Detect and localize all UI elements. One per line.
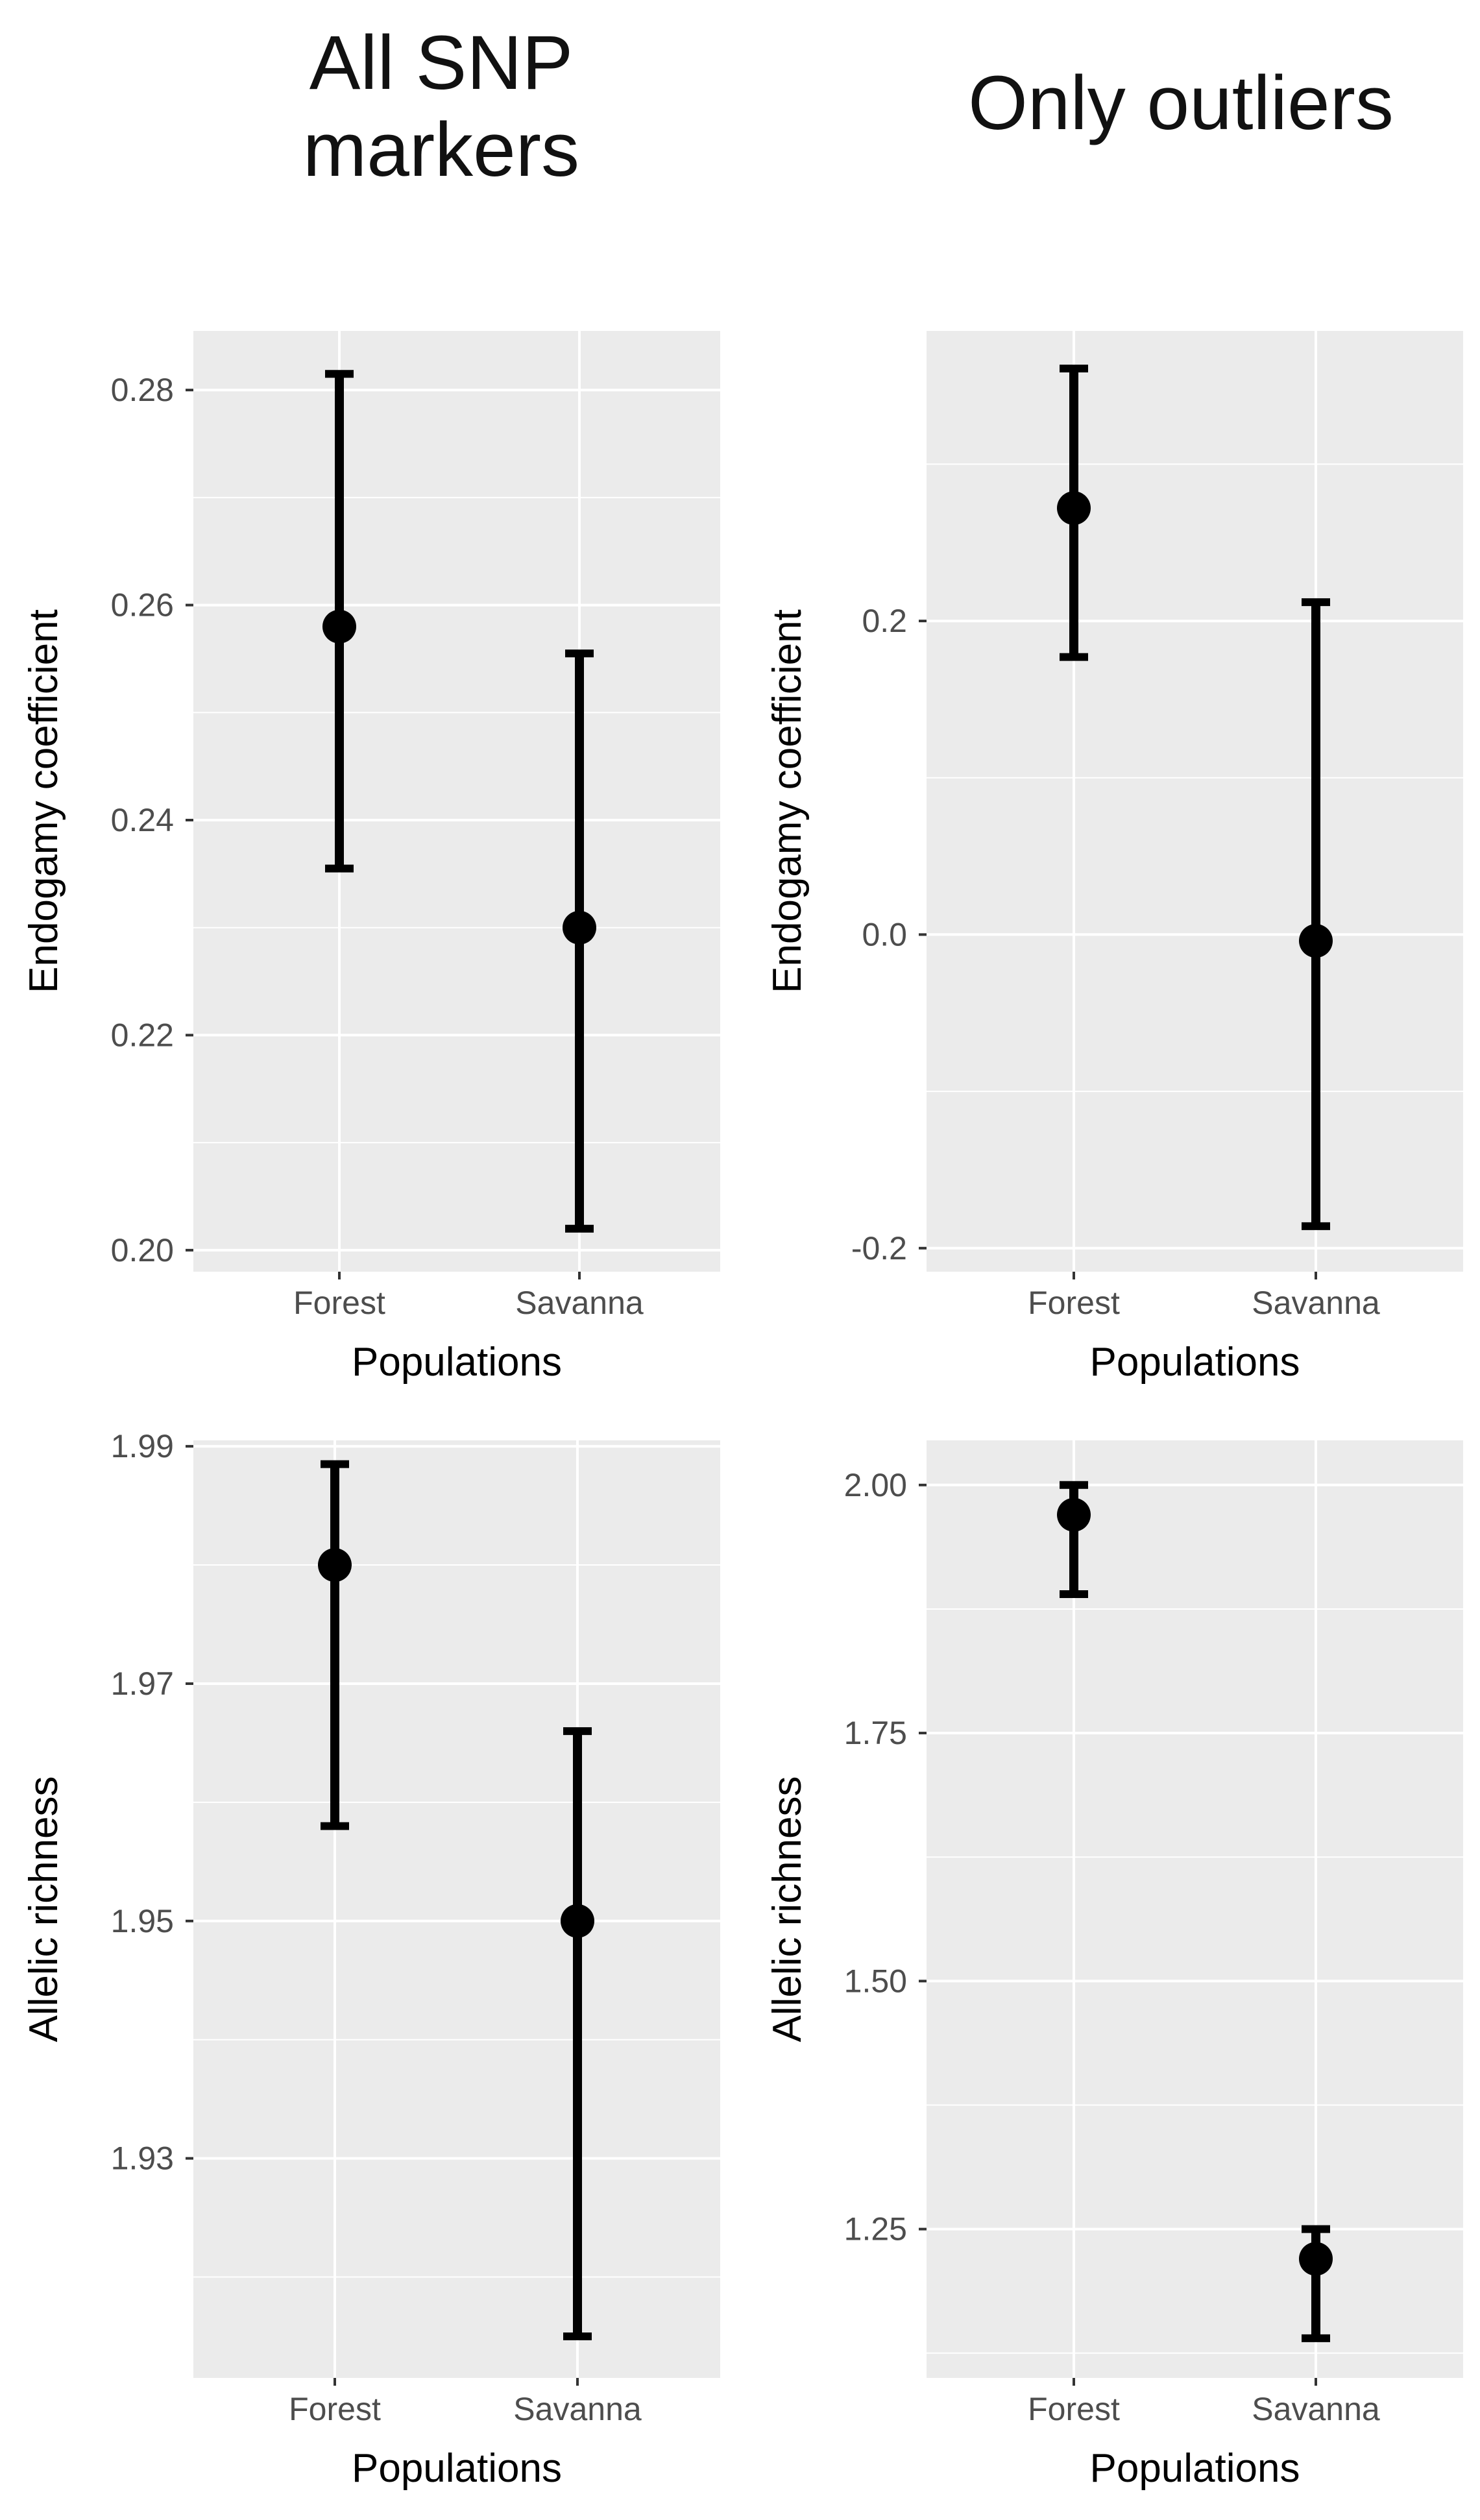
x-tick-label-savanna: Savanna [1252, 2391, 1380, 2427]
y-tick-label: 0.24 [111, 802, 174, 838]
y-tick-label: 0.20 [111, 1232, 174, 1268]
y-tick-label: 1.93 [111, 2140, 174, 2177]
y-tick-label: -0.2 [851, 1230, 907, 1266]
y-axis-title: Endogamy coefficient [765, 609, 810, 993]
panel-background-bottom-left [193, 1440, 720, 2378]
x-tick-label-savanna: Savanna [1252, 1285, 1380, 1321]
y-tick-label: 2.00 [844, 1467, 907, 1503]
x-tick-label-forest: Forest [1028, 1285, 1120, 1321]
data-point-savanna [1299, 924, 1333, 958]
y-axis-title: Allelic richness [21, 1776, 66, 2042]
y-tick-label: 0.22 [111, 1017, 174, 1053]
column-title-only-outliers: Only outliers [968, 60, 1394, 146]
x-tick-label-forest: Forest [1028, 2391, 1120, 2427]
data-point-savanna [1299, 2242, 1333, 2276]
y-axis-title: Allelic richness [765, 1776, 810, 2042]
x-axis-title: Populations [352, 1340, 562, 1385]
panel-background-bottom-right [927, 1440, 1463, 2378]
y-tick-label: 1.99 [111, 1428, 174, 1464]
x-tick-label-savanna: Savanna [515, 1285, 644, 1321]
y-tick-label: 0.28 [111, 372, 174, 408]
x-axis-title: Populations [1089, 2446, 1300, 2491]
column-title-all-snp-markers: All SNP markers [302, 20, 580, 193]
y-tick-label: 1.25 [844, 2211, 907, 2247]
x-axis-title: Populations [1089, 1340, 1300, 1385]
y-tick-label: 1.75 [844, 1715, 907, 1751]
panel-background-top-left [193, 331, 720, 1272]
data-point-forest [318, 1548, 352, 1582]
panel-background-top-right [927, 331, 1463, 1272]
y-tick-label: 0.2 [862, 603, 907, 639]
data-point-forest [322, 609, 356, 644]
y-tick-label: 1.95 [111, 1903, 174, 1939]
y-tick-label: 0.0 [862, 916, 907, 952]
x-axis-title: Populations [352, 2446, 562, 2491]
y-tick-label: 1.97 [111, 1666, 174, 1702]
x-tick-label-forest: Forest [289, 2391, 381, 2427]
data-point-forest [1057, 491, 1091, 526]
data-point-savanna [561, 1904, 594, 1938]
y-tick-label: 1.50 [844, 1963, 907, 1999]
data-point-savanna [563, 910, 596, 945]
x-tick-label-savanna: Savanna [513, 2391, 642, 2427]
x-tick-label-forest: Forest [293, 1285, 385, 1321]
y-axis-title: Endogamy coefficient [21, 609, 66, 993]
data-point-forest [1057, 1497, 1091, 1532]
y-tick-label: 0.26 [111, 587, 174, 624]
